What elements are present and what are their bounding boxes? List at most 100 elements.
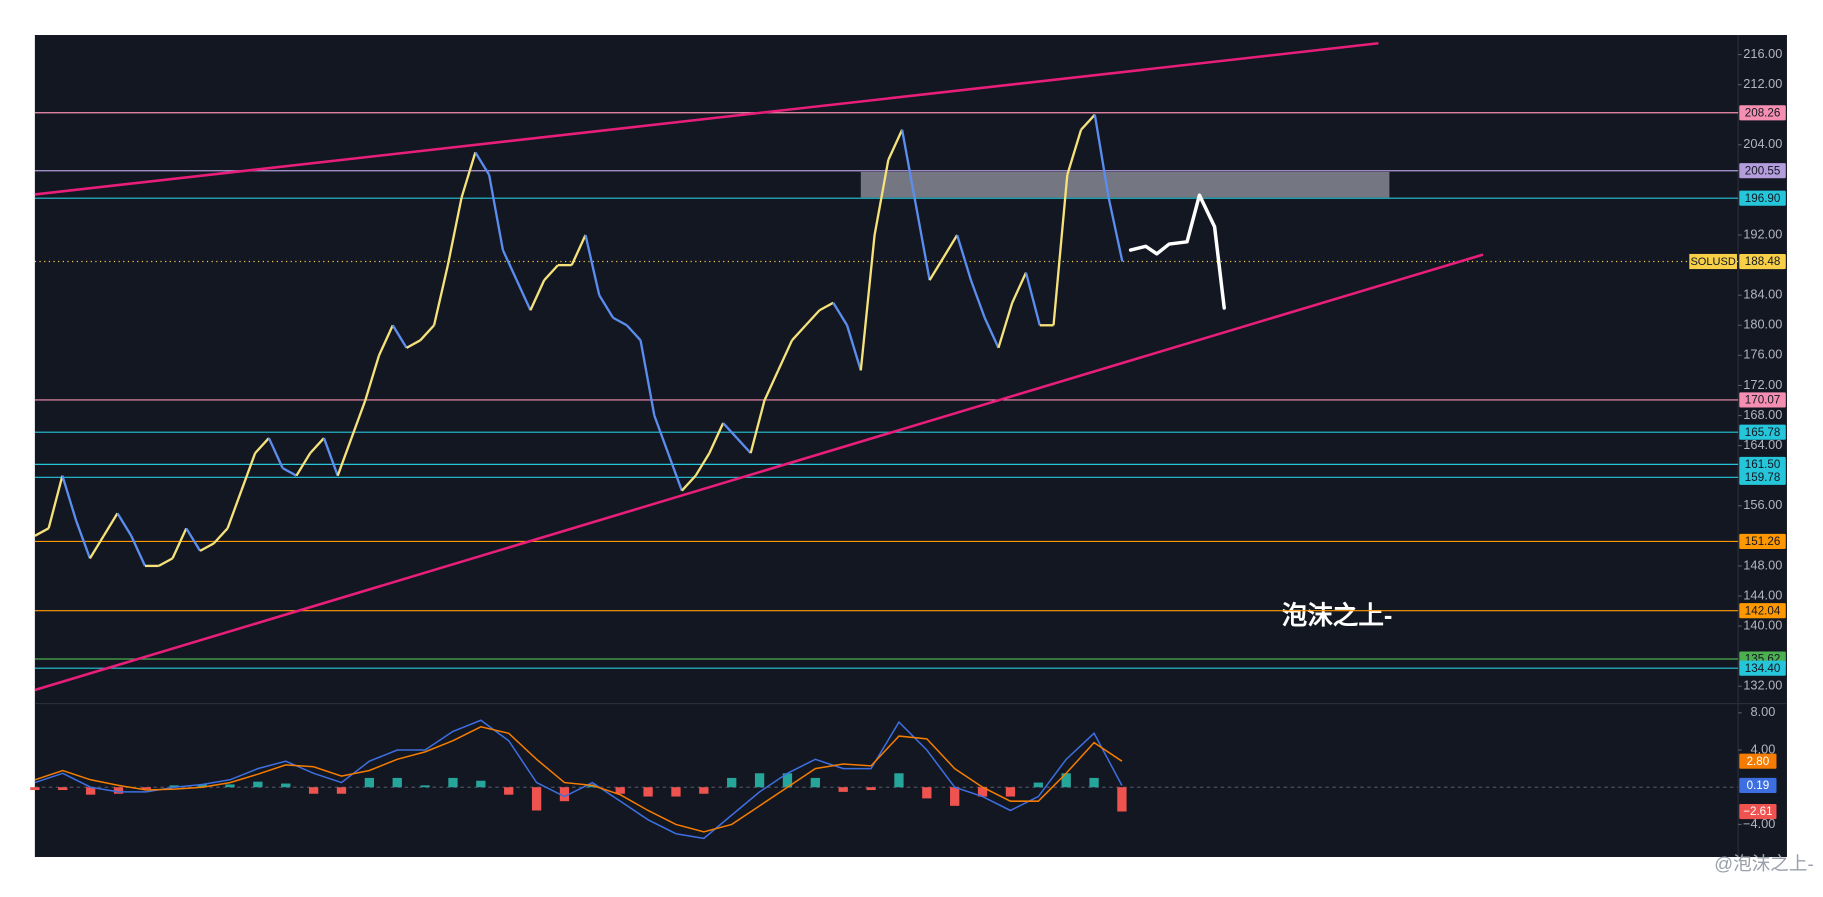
price-segment [446,197,463,266]
price-segment [763,369,780,401]
price-segment [391,324,408,349]
value-tag [1739,777,1777,794]
price-segment [1093,114,1110,198]
histogram-bar [1033,782,1043,788]
histogram-bar [894,773,904,788]
histogram-bar [615,787,625,794]
histogram-bar [977,787,988,797]
y-tick-label: 4.00 [1750,741,1775,756]
price-segment [158,557,174,567]
price-segment [199,542,215,552]
price-tag-label: 196.90 [1745,192,1781,205]
price-segment [543,264,559,281]
y-tick-label: 212.00 [1743,76,1782,91]
price-segment [1080,113,1096,131]
histogram-bar [197,784,207,788]
watermark: 泡沫之上- [1282,601,1393,630]
price-tag [1739,105,1786,121]
histogram-bar [838,787,848,792]
price-segment [598,294,615,319]
price-segment [432,264,449,326]
price-segment [47,475,64,529]
price-segment [1011,272,1028,304]
price-segment [226,490,243,529]
price-segment [515,279,532,311]
histogram-bar [1117,787,1127,812]
histogram-bar [169,785,179,788]
price-segment [832,302,849,326]
price-segment [900,129,918,206]
price-segment [639,340,656,416]
histogram-bar [141,787,152,790]
price-segment [873,159,890,236]
price-segment [791,324,807,342]
price-tag-label: 161.50 [1745,458,1781,471]
price-segment [570,234,587,266]
price-tag [1739,456,1786,472]
price-segment [501,249,518,281]
price-tag-label: 134.40 [1745,662,1781,675]
price-segment [75,520,92,559]
y-tick-label: 172.00 [1743,377,1782,392]
price-segment [625,324,642,342]
histogram-bar [866,787,876,791]
symbol-label: SOLUSD [1690,256,1735,268]
histogram-bar [225,784,235,788]
price-segment [419,324,435,342]
histogram-bar [559,787,570,802]
price-segment [88,535,105,559]
y-tick-label: 132.00 [1743,678,1782,693]
price-segment [240,452,257,492]
price-segment [185,527,202,552]
price-segment [309,437,325,454]
histogram-bar [504,787,514,795]
macd-line [34,725,1123,833]
value-tag [1739,753,1777,769]
price-segment [102,512,119,537]
price-segment [818,301,834,312]
price-segment [667,452,683,492]
histogram-bar [950,787,960,806]
price-segment [405,339,421,349]
price-segment [336,437,353,477]
y-tick-label: 168.00 [1743,407,1782,422]
price-segment [267,437,284,469]
histogram-bar [1005,787,1016,797]
y-tick-label: 8.00 [1750,704,1775,719]
histogram-bar [336,787,347,794]
price-tag-label: 208.26 [1745,106,1781,119]
symbol-tag [1689,253,1737,270]
price-segment [61,475,78,522]
price-tag-label: 200.55 [1745,164,1781,177]
price-segment [254,437,270,454]
y-tick-label: 148.00 [1743,557,1782,572]
histogram-bar [754,773,765,788]
price-segment [969,279,986,319]
histogram-bar [420,785,430,788]
histogram-bar [392,777,402,788]
value-tag [1739,803,1777,820]
histogram-bar [58,787,68,791]
price-segment [584,234,601,296]
price-tag-label: 142.04 [1745,604,1781,617]
price-tag [1739,163,1786,179]
price-tag [1739,392,1786,408]
price-segment [983,317,1000,349]
price-segment [612,316,628,327]
price-segment [736,437,752,454]
price-segment [708,422,725,454]
price-segment [212,527,229,545]
histogram-bar [113,787,124,794]
price-tag [1739,533,1786,549]
price-segment [956,234,973,281]
price-tag-label: 170.07 [1745,394,1781,407]
value-tag-label: 2.80 [1747,755,1770,768]
price-segment [282,467,297,477]
value-tag-label: −2.61 [1743,805,1772,818]
value-tag-label: 0.19 [1747,779,1770,792]
price-tag [1739,190,1786,206]
macd-line [34,719,1123,840]
price-segment [322,437,339,477]
